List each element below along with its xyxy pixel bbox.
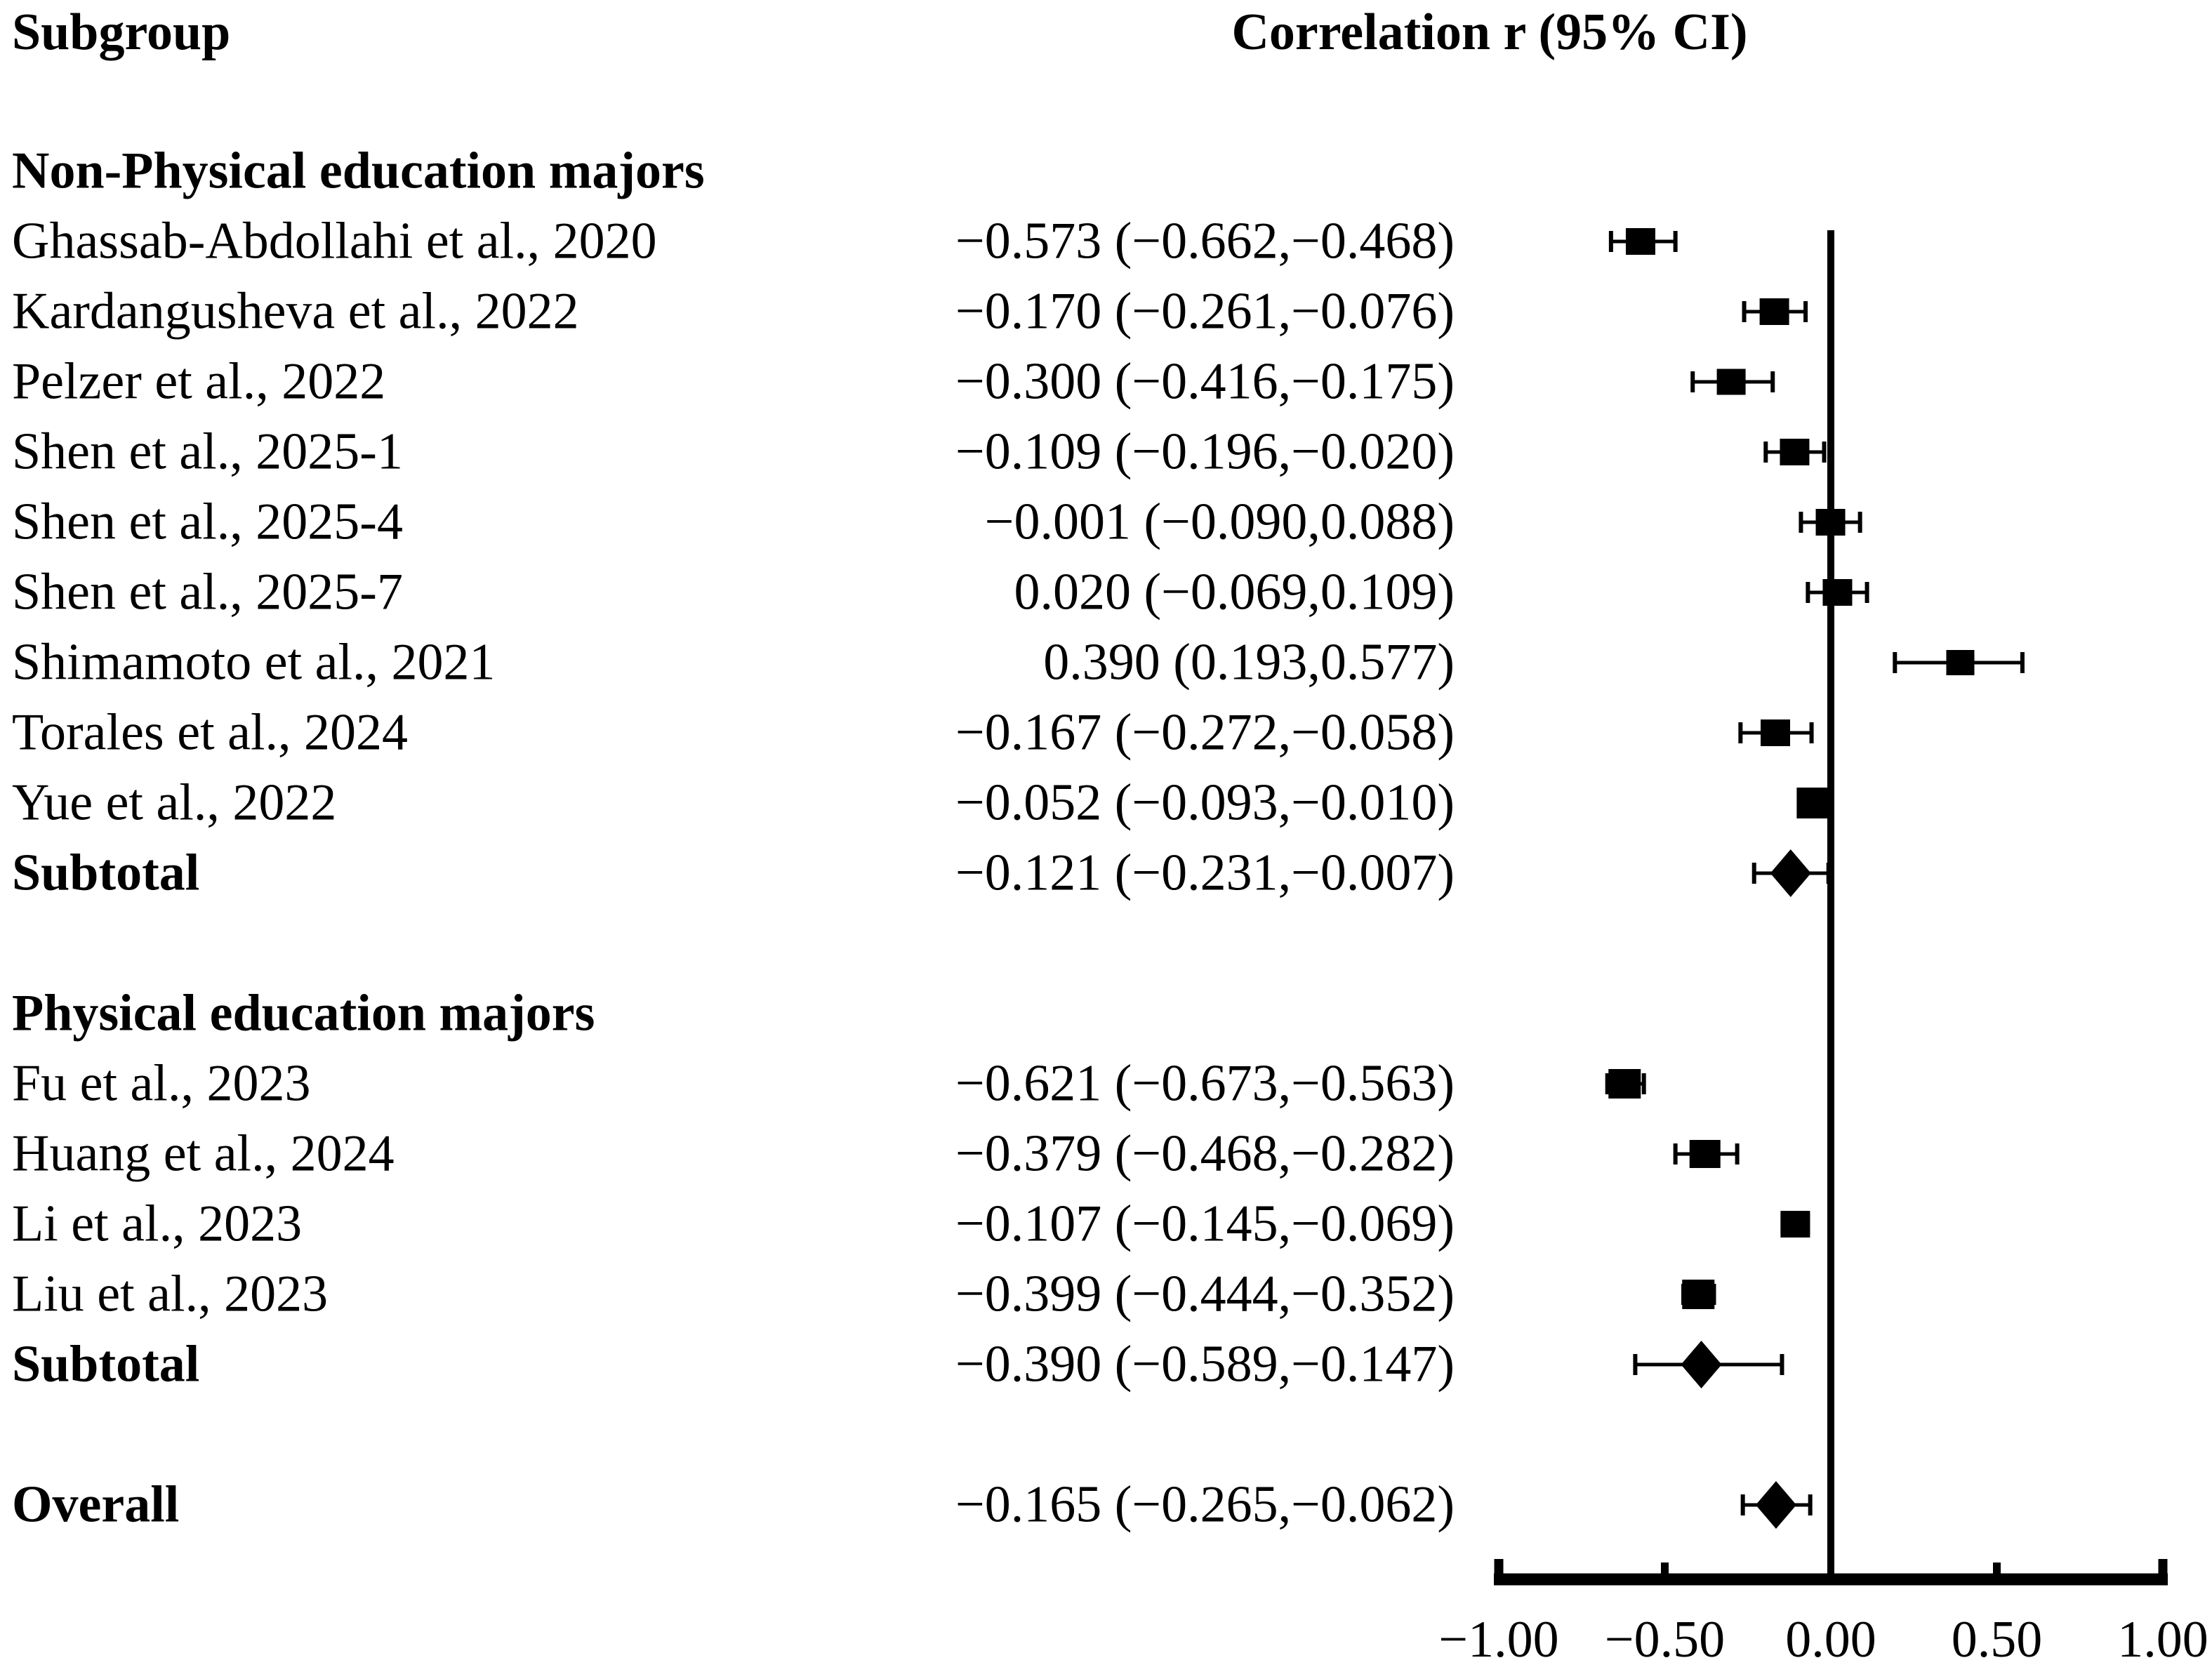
subtotal-row: Subtotal −0.390 (−0.589,−0.147) [0, 1329, 2212, 1400]
study-value: −0.109 (−0.196,−0.020) [955, 423, 1455, 481]
pooled-diamond-marker [1770, 849, 1811, 897]
study-value: −0.052 (−0.093,−0.010) [955, 774, 1455, 832]
study-label: Shen et al., 2025-1 [12, 423, 403, 481]
subtotal-label: Subtotal [12, 1335, 200, 1393]
column-header-subgroup: Subgroup [12, 4, 231, 61]
study-value: −0.300 (−0.416,−0.175) [955, 352, 1455, 411]
estimate-square-marker [1608, 1069, 1641, 1099]
group-label: Non-Physical education majors [12, 142, 705, 200]
estimate-square-marker [1716, 369, 1746, 395]
x-axis-tick-label: 0.00 [1785, 1611, 1876, 1668]
estimate-square-marker [1780, 1211, 1810, 1238]
subtotal-row: Subtotal −0.121 (−0.231,−0.007) [0, 838, 2212, 908]
subtotal-value: −0.390 (−0.589,−0.147) [955, 1335, 1455, 1393]
overall-value: −0.165 (−0.265,−0.062) [955, 1475, 1455, 1534]
study-row: Torales et al., 2024 −0.167 (−0.272,−0.05… [0, 698, 2212, 768]
study-value: 0.020 (−0.069,0.109) [1014, 563, 1455, 621]
estimate-square-marker [1761, 719, 1791, 746]
estimate-square-marker [1815, 509, 1846, 536]
study-label: Yue et al., 2022 [12, 774, 337, 832]
study-label: Liu et al., 2023 [12, 1265, 329, 1323]
study-row: Liu et al., 2023 −0.399 (−0.444,−0.352) [0, 1259, 2212, 1329]
column-header-correlation: Correlation r (95% CI) [1231, 4, 1748, 61]
estimate-square-marker [1946, 650, 1975, 675]
study-row: Shen et al., 2025-7 0.020 (−0.069,0.109) [0, 557, 2212, 628]
estimate-square-marker [1689, 1140, 1721, 1168]
study-label: Fu et al., 2023 [12, 1054, 311, 1113]
estimate-square-marker [1796, 788, 1831, 818]
group-row: Physical education majors [0, 978, 2212, 1049]
group-label: Physical education majors [12, 984, 595, 1042]
study-label: Pelzer et al., 2022 [12, 352, 386, 411]
overall-row: Overall −0.165 (−0.265,−0.062) [0, 1470, 2212, 1540]
study-row: Pelzer et al., 2022 −0.300 (−0.416,−0.175… [0, 347, 2212, 417]
subtotal-value: −0.121 (−0.231,−0.007) [955, 844, 1455, 902]
study-value: −0.399 (−0.444,−0.352) [955, 1265, 1455, 1323]
estimate-square-marker [1780, 439, 1810, 465]
x-axis-tick-label: 0.50 [1952, 1611, 2043, 1668]
x-axis-tick-label: 1.00 [2117, 1611, 2208, 1668]
overall-label: Overall [12, 1475, 180, 1534]
study-row: Shen et al., 2025-4 −0.001 (−0.090,0.088) [0, 487, 2212, 557]
x-axis-tick-label: −1.00 [1438, 1611, 1558, 1668]
estimate-square-marker [1759, 298, 1789, 325]
study-label: Kardangusheva et al., 2022 [12, 282, 579, 340]
study-value: −0.167 (−0.272,−0.058) [955, 703, 1455, 762]
pooled-diamond-marker [1681, 1341, 1722, 1388]
study-value: −0.621 (−0.673,−0.563) [955, 1054, 1455, 1113]
study-row: Yue et al., 2022 −0.052 (−0.093,−0.010) [0, 768, 2212, 838]
study-row: Li et al., 2023 −0.107 (−0.145,−0.069) [0, 1189, 2212, 1259]
study-row: Fu et al., 2023 −0.621 (−0.673,−0.563) [0, 1049, 2212, 1119]
study-label: Shimamoto et al., 2021 [12, 633, 496, 691]
subtotal-label: Subtotal [12, 844, 200, 902]
pooled-diamond-marker [1755, 1481, 1796, 1529]
estimate-square-marker [1682, 1280, 1715, 1309]
estimate-square-marker [1822, 579, 1853, 606]
study-label: Huang et al., 2024 [12, 1124, 395, 1183]
study-row: Ghassab-Abdollahi et al., 2020 −0.573 (−0… [0, 206, 2212, 277]
study-row: Shimamoto et al., 2021 0.390 (0.193,0.577… [0, 628, 2212, 698]
group-row: Non-Physical education majors [0, 136, 2212, 206]
study-value: −0.001 (−0.090,0.088) [984, 493, 1455, 551]
study-label: Shen et al., 2025-7 [12, 563, 403, 621]
study-row: Huang et al., 2024 −0.379 (−0.468,−0.282) [0, 1119, 2212, 1189]
study-label: Li et al., 2023 [12, 1195, 303, 1253]
study-label: Ghassab-Abdollahi et al., 2020 [12, 212, 657, 270]
study-value: −0.107 (−0.145,−0.069) [955, 1195, 1455, 1253]
study-row: Kardangusheva et al., 2022 −0.170 (−0.261… [0, 277, 2212, 347]
study-value: −0.170 (−0.261,−0.076) [955, 282, 1455, 340]
study-label: Torales et al., 2024 [12, 703, 409, 762]
study-value: −0.573 (−0.662,−0.468) [955, 212, 1455, 270]
study-value: 0.390 (0.193,0.577) [1043, 633, 1455, 691]
x-axis-tick-label: −0.50 [1605, 1611, 1725, 1668]
study-value: −0.379 (−0.468,−0.282) [955, 1124, 1455, 1183]
study-label: Shen et al., 2025-4 [12, 493, 403, 551]
estimate-square-marker [1625, 228, 1655, 255]
study-row: Shen et al., 2025-1 −0.109 (−0.196,−0.020… [0, 417, 2212, 487]
